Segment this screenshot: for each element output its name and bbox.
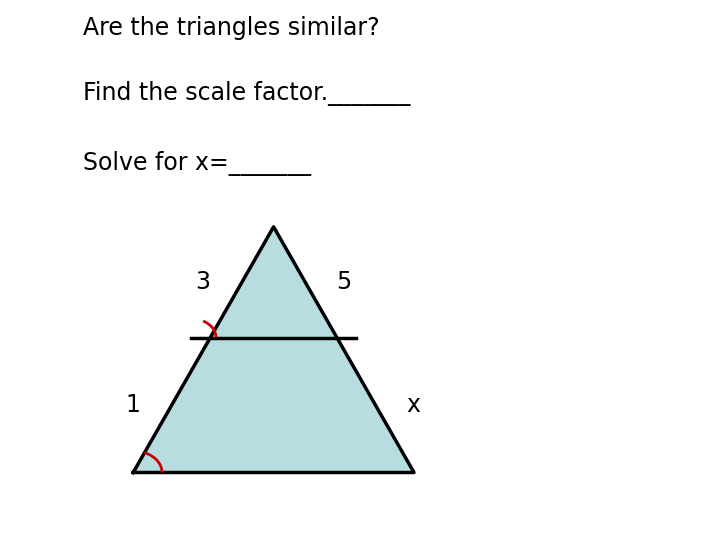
Polygon shape [133,227,414,472]
Text: 1: 1 [125,393,140,417]
Text: x: x [407,393,420,417]
Text: Are the triangles similar?: Are the triangles similar? [83,16,379,40]
Text: 3: 3 [196,270,210,294]
Text: 5: 5 [337,270,352,294]
Text: Find the scale factor._______: Find the scale factor._______ [83,81,410,106]
Text: Solve for x=_______: Solve for x=_______ [83,151,311,176]
